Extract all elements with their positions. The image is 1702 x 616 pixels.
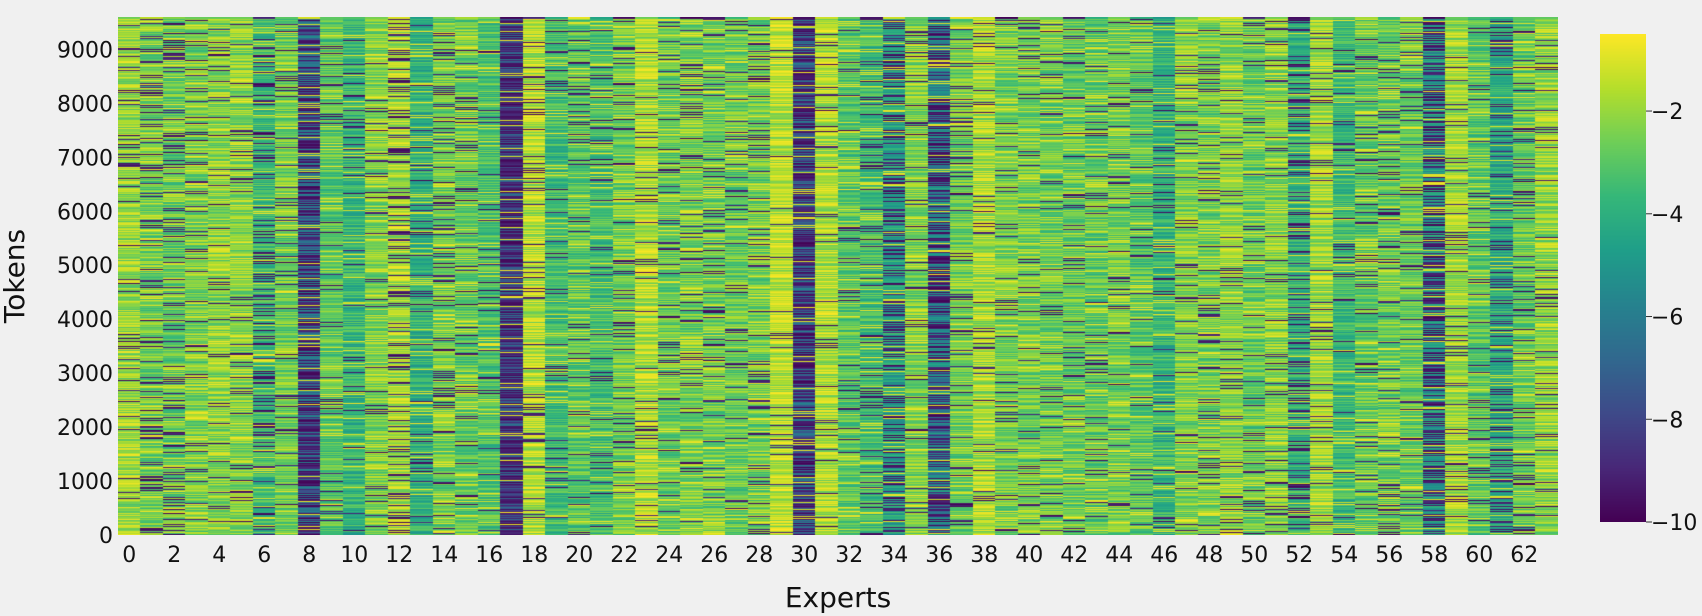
- x-tick-label: 16: [475, 543, 503, 568]
- colorbar-tick-label: −10: [1651, 511, 1697, 536]
- x-tick-label: 0: [122, 543, 136, 568]
- x-tick-label: 14: [430, 543, 458, 568]
- x-tick-label: 12: [385, 543, 413, 568]
- y-tick-label: 3000: [57, 362, 113, 387]
- x-tick-label: 38: [970, 543, 998, 568]
- x-tick-label: 24: [655, 543, 683, 568]
- x-tick-label: 4: [212, 543, 226, 568]
- y-tick-label: 1000: [57, 470, 113, 495]
- y-tick-label: 9000: [57, 38, 113, 63]
- x-tick-label: 2: [167, 543, 181, 568]
- x-tick-label: 10: [340, 543, 368, 568]
- colorbar-tick-label: −4: [1651, 203, 1683, 228]
- y-tick-label: 0: [99, 524, 113, 549]
- y-axis-label: Tokens: [0, 229, 31, 324]
- y-tick-label: 7000: [57, 146, 113, 171]
- x-tick-label: 34: [880, 543, 908, 568]
- y-tick-label: 6000: [57, 200, 113, 225]
- colorbar-ticks: −2 −4 −6 −8 −10: [1646, 100, 1697, 536]
- x-tick-label: 60: [1465, 543, 1493, 568]
- y-tick-label: 2000: [57, 416, 113, 441]
- colorbar-tick-label: −8: [1651, 408, 1683, 433]
- x-tick-label: 50: [1240, 543, 1268, 568]
- x-tick-label: 18: [520, 543, 548, 568]
- y-tick-label: 4000: [57, 308, 113, 333]
- x-tick-label: 32: [835, 543, 863, 568]
- x-tick-label: 54: [1330, 543, 1358, 568]
- colorbar-tick-label: −2: [1651, 100, 1683, 125]
- x-tick-label: 8: [302, 543, 316, 568]
- colorbar: [1600, 34, 1646, 522]
- x-tick-label: 22: [610, 543, 638, 568]
- x-axis-label: Experts: [785, 581, 891, 614]
- x-tick-label: 56: [1375, 543, 1403, 568]
- x-tick-label: 48: [1195, 543, 1223, 568]
- colorbar-tick-label: −6: [1651, 306, 1683, 331]
- x-tick-label: 20: [565, 543, 593, 568]
- x-tick-label: 28: [745, 543, 773, 568]
- x-tick-label: 58: [1420, 543, 1448, 568]
- x-tick-label: 30: [790, 543, 818, 568]
- y-axis-ticks: 0 1000 2000 3000 4000 5000 6000 7000 8000 9000: [57, 38, 113, 549]
- y-tick-label: 8000: [57, 92, 113, 117]
- x-tick-label: 62: [1510, 543, 1538, 568]
- x-tick-label: 26: [700, 543, 728, 568]
- x-tick-label: 44: [1105, 543, 1133, 568]
- x-tick-label: 40: [1015, 543, 1043, 568]
- x-axis-ticks: 0 2 4 6 8 10 12 14 16 18 20 22 24 26 28 30 32 34 36 38 40 42 4…: [122, 543, 1538, 568]
- heatmap-cells: [118, 17, 1558, 535]
- x-tick-label: 52: [1285, 543, 1313, 568]
- x-tick-label: 6: [257, 543, 271, 568]
- x-tick-label: 36: [925, 543, 953, 568]
- y-tick-label: 5000: [57, 254, 113, 279]
- x-tick-label: 46: [1150, 543, 1178, 568]
- x-tick-label: 42: [1060, 543, 1088, 568]
